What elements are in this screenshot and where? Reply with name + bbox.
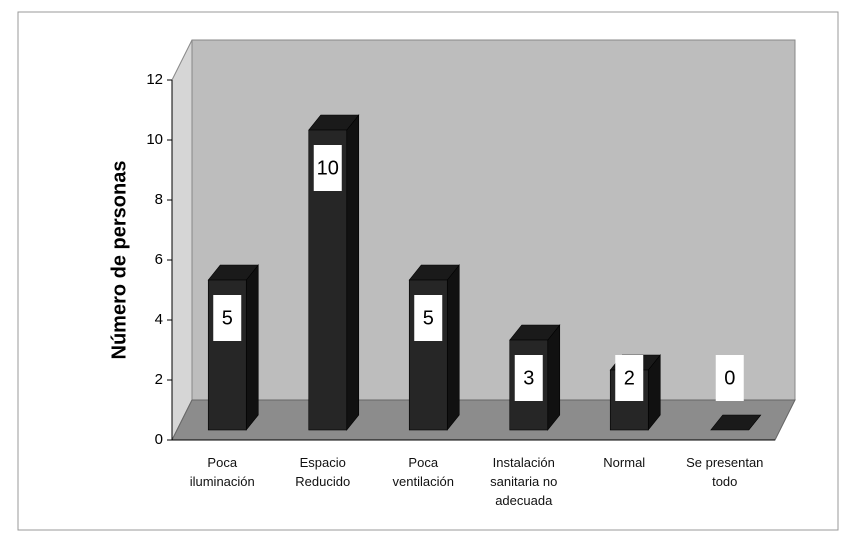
value-label: 3 — [523, 367, 534, 389]
y-axis-label: Número de personas — [108, 161, 130, 360]
y-tick-label: 0 — [155, 431, 163, 448]
bar — [207, 264, 259, 431]
x-tick-label: Se presentan todo — [686, 455, 764, 489]
y-tick-label: 2 — [155, 371, 163, 388]
y-tick-label: 8 — [155, 191, 163, 208]
x-tick-label: Poca ventilación — [392, 455, 454, 489]
value-label-box — [514, 355, 543, 401]
x-tick-label: Poca iluminación — [189, 455, 255, 489]
back-wall — [191, 39, 796, 401]
y-tick-label: 12 — [146, 71, 163, 88]
floor — [171, 399, 796, 441]
bar-side — [547, 324, 561, 431]
bar-top — [710, 414, 762, 431]
value-label-box — [715, 355, 744, 401]
x-tick-label: Instalación sanitaria no adecuada — [490, 455, 558, 508]
value-label-box — [414, 295, 443, 341]
y-tick-label: 4 — [155, 311, 163, 328]
value-label: 5 — [423, 307, 434, 329]
bar — [408, 264, 460, 431]
bar-side — [446, 264, 460, 431]
value-label-box — [615, 355, 644, 401]
x-tick-label: Espacio Reducido — [295, 455, 351, 489]
side-wall — [171, 39, 193, 441]
bar — [710, 414, 762, 431]
value-label: 10 — [317, 157, 339, 179]
value-label-box — [213, 295, 242, 341]
y-tick-label: 6 — [155, 251, 163, 268]
value-label: 0 — [724, 367, 735, 389]
y-tick-label: 10 — [146, 131, 163, 148]
value-label-box — [313, 145, 342, 191]
value-label: 5 — [222, 307, 233, 329]
value-label: 2 — [624, 367, 635, 389]
x-tick-label: Normal — [603, 455, 646, 470]
bar-side — [245, 264, 259, 431]
bar-side — [346, 114, 360, 431]
